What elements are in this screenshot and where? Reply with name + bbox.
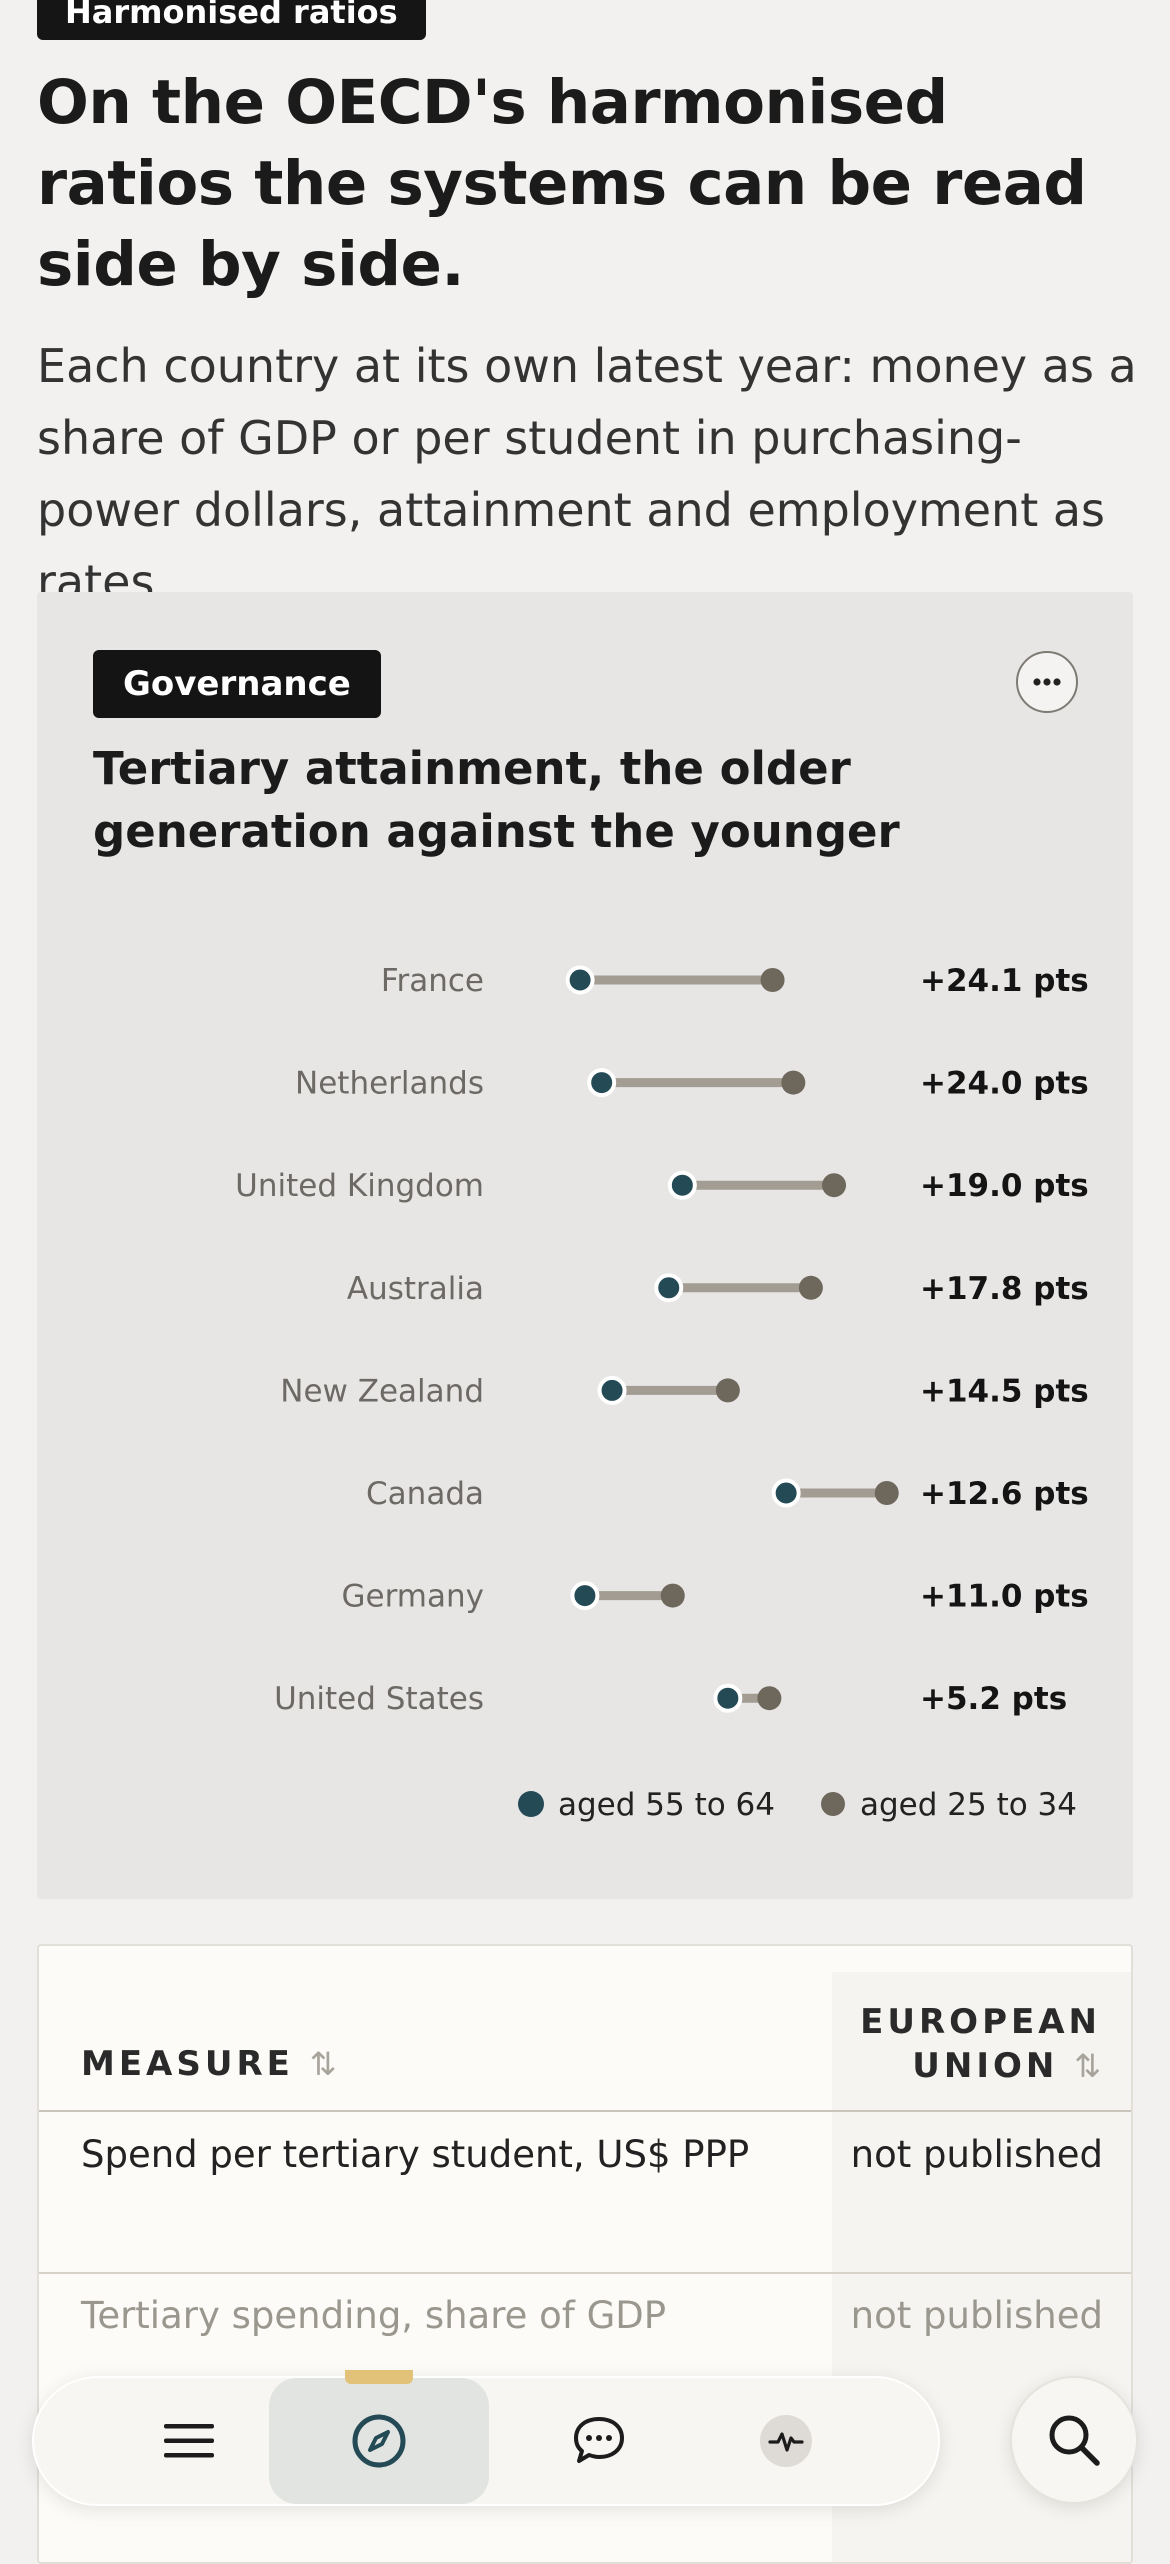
nav-activity-button[interactable] <box>721 2378 851 2504</box>
measure-header-label: MEASURE <box>81 2044 294 2084</box>
difference-label: +11.0 pts <box>920 1579 1089 1615</box>
country-label: United States <box>274 1681 484 1717</box>
legend-older-swatch <box>518 1791 544 1817</box>
ellipsis-icon <box>1033 678 1061 686</box>
sort-arrows-icon[interactable]: ⇅ <box>1074 2047 1101 2085</box>
dumbbell-chart: France +24.1 pts Netherlands +24.0 pts Unite… <box>235 963 1089 1823</box>
lede-paragraph: Each country at its own latest year: mon… <box>37 339 1137 609</box>
legend-younger-swatch <box>821 1792 845 1816</box>
country-label: United Kingdom <box>235 1168 484 1204</box>
row-divider <box>39 2272 1131 2274</box>
measure-column-header[interactable]: MEASURE ⇅ <box>81 2044 337 2084</box>
older-point <box>667 1170 697 1200</box>
older-point <box>713 1683 743 1713</box>
legend-older-label: aged 55 to 64 <box>558 1787 775 1823</box>
older-point <box>587 1068 617 1098</box>
table-row-measure: Spend per tertiary student, US$ PPP <box>81 2133 750 2176</box>
difference-label: +17.8 pts <box>920 1271 1089 1307</box>
difference-label: +12.6 pts <box>920 1476 1089 1512</box>
section-eyebrow: Harmonised ratios <box>37 0 426 40</box>
page-headline: On the OECD's harmonised ratios the syst… <box>37 67 1087 300</box>
country-label: Australia <box>347 1271 484 1307</box>
younger-point <box>874 1481 899 1505</box>
active-tab-indicator <box>345 2370 413 2384</box>
difference-label: +24.0 pts <box>920 1066 1089 1102</box>
menu-icon <box>164 2424 214 2458</box>
older-point <box>565 965 595 995</box>
country-label: Netherlands <box>295 1066 484 1102</box>
younger-point <box>660 1583 685 1608</box>
older-point <box>771 1478 801 1508</box>
header-divider <box>39 2110 1131 2112</box>
search-button[interactable] <box>1010 2376 1138 2504</box>
difference-label: +24.1 pts <box>920 963 1089 999</box>
eu-header-line1: EUROPEAN <box>860 2002 1101 2042</box>
table-row-measure: Tertiary spending, share of GDP <box>81 2294 667 2337</box>
table-row-eu-value: not published <box>850 2133 1103 2176</box>
active-tab-highlight <box>269 2378 489 2504</box>
country-label: Germany <box>342 1579 484 1615</box>
younger-point <box>781 1070 806 1095</box>
difference-label: +14.5 pts <box>920 1373 1089 1409</box>
nav-menu-button[interactable] <box>124 2378 254 2504</box>
difference-label: +19.0 pts <box>920 1168 1089 1204</box>
country-label: France <box>381 963 484 999</box>
younger-point <box>798 1275 823 1300</box>
chart-title: Tertiary attainment, the older generatio… <box>93 742 900 858</box>
younger-point <box>822 1173 847 1198</box>
sort-arrows-icon[interactable]: ⇅ <box>309 2045 337 2083</box>
more-options-button[interactable] <box>1016 651 1078 713</box>
compass-icon <box>352 2414 406 2468</box>
older-point <box>570 1581 600 1611</box>
nav-explore-button[interactable] <box>314 2378 444 2504</box>
younger-point <box>760 968 785 992</box>
older-point <box>597 1375 627 1405</box>
chat-bubble-icon <box>574 2417 624 2463</box>
table-row-eu-value: not published <box>850 2294 1103 2337</box>
bottom-navigation <box>32 2370 940 2506</box>
older-point <box>654 1273 684 1303</box>
younger-point <box>757 1686 782 1711</box>
country-label: Canada <box>366 1476 484 1512</box>
legend-younger-label: aged 25 to 34 <box>860 1787 1077 1823</box>
eu-header-line2: UNION <box>912 2046 1059 2086</box>
chart-card: Governance Tertiary attainment, the olde… <box>37 592 1133 1899</box>
category-tag[interactable]: Governance <box>93 650 381 718</box>
search-icon <box>1049 2415 1100 2466</box>
nav-chat-button[interactable] <box>534 2378 664 2504</box>
younger-point <box>715 1378 740 1403</box>
activity-pulse-icon <box>760 2415 812 2467</box>
country-label: New Zealand <box>280 1373 484 1409</box>
difference-label: +5.2 pts <box>920 1681 1067 1717</box>
eu-column-header[interactable]: EUROPEAN UNION ⇅ <box>860 2000 1101 2088</box>
